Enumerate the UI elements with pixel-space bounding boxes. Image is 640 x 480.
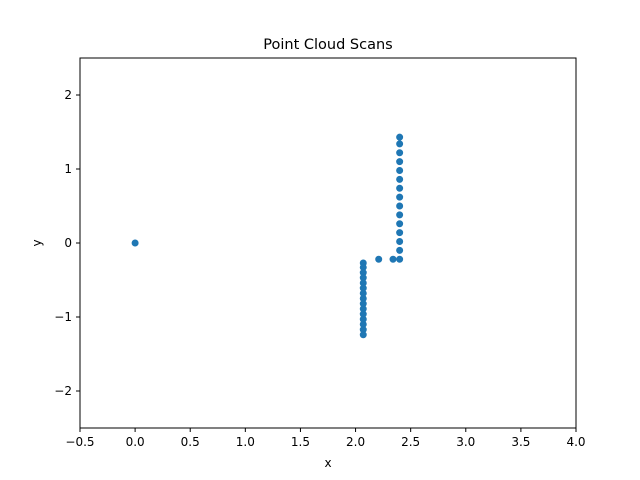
y-tick-label: −2 xyxy=(54,384,72,398)
scatter-point xyxy=(396,158,404,166)
x-tick-label: 2.5 xyxy=(401,435,420,449)
scatter-point xyxy=(396,166,404,174)
y-tick-label: 1 xyxy=(64,162,72,176)
scatter-point xyxy=(396,184,404,192)
x-tick-label: 0.5 xyxy=(181,435,200,449)
points-layer xyxy=(131,133,404,339)
x-axis-label: x xyxy=(324,456,331,470)
scatter-point xyxy=(375,255,383,263)
scatter-point xyxy=(396,229,404,237)
y-ticks: −2 −1 0 1 2 xyxy=(54,88,80,398)
scatter-point xyxy=(396,175,404,183)
x-tick-label: −0.5 xyxy=(65,435,94,449)
scatter-point xyxy=(396,202,404,210)
scatter-point xyxy=(396,220,404,228)
scatter-point xyxy=(396,211,404,219)
y-tick-label: −1 xyxy=(54,310,72,324)
scatter-point xyxy=(359,331,367,339)
x-tick-label: 1.0 xyxy=(236,435,255,449)
y-tick-label: 2 xyxy=(64,88,72,102)
scatter-point xyxy=(396,246,404,254)
scatter-point xyxy=(396,255,404,263)
y-axis-label: y xyxy=(30,239,44,246)
chart-title: Point Cloud Scans xyxy=(263,37,392,53)
x-tick-label: 1.5 xyxy=(291,435,310,449)
scatter-point xyxy=(131,239,139,247)
scatter-point xyxy=(396,140,404,148)
scatter-point xyxy=(396,238,404,246)
scatter-point xyxy=(396,133,404,141)
x-ticks: −0.5 0.0 0.5 1.0 1.5 2.0 2.5 3.0 3.5 4.0 xyxy=(65,428,586,449)
x-tick-label: 3.5 xyxy=(511,435,530,449)
scatter-point xyxy=(389,255,397,263)
plot-area xyxy=(80,58,576,428)
scatter-point xyxy=(396,193,404,201)
scatter-point xyxy=(396,149,404,157)
x-tick-label: 3.0 xyxy=(456,435,475,449)
x-tick-label: 2.0 xyxy=(346,435,365,449)
y-tick-label: 0 xyxy=(64,236,72,250)
x-tick-label: 0.0 xyxy=(126,435,145,449)
x-tick-label: 4.0 xyxy=(566,435,585,449)
